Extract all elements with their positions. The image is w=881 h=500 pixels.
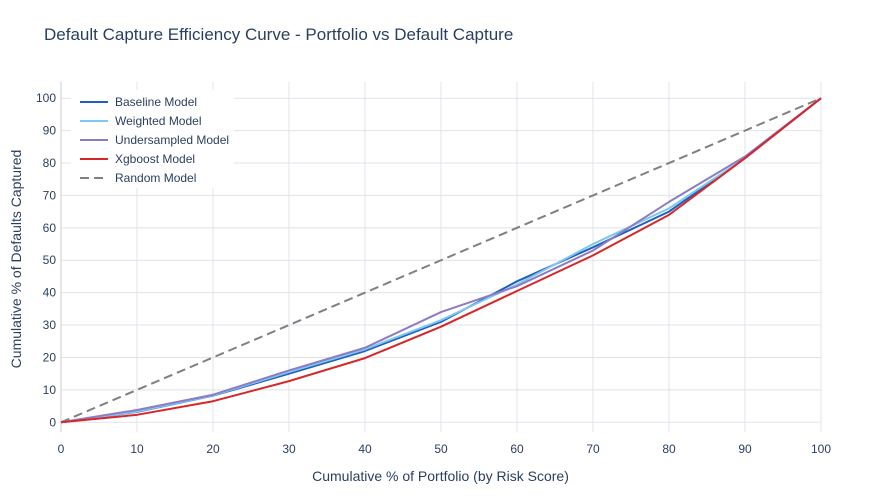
x-tick-label: 90 (738, 442, 752, 456)
y-axis-title: Cumulative % of Defaults Captured (8, 150, 24, 369)
y-tick-label: 40 (43, 286, 57, 300)
legend-entry: Baseline Model (115, 95, 197, 109)
y-tick-label: 20 (43, 350, 57, 364)
x-tick-label: 30 (282, 442, 296, 456)
grid-layer (60, 82, 822, 432)
x-tick-label: 80 (662, 442, 676, 456)
series-line-undersampled-model (60, 97, 822, 424)
y-tick-label: 90 (43, 124, 57, 138)
x-tick-label: 40 (358, 442, 372, 456)
y-tick-label: 50 (43, 253, 57, 267)
legend: Baseline Model Weighted Model Undersampled… (71, 90, 234, 188)
y-tick-label: 30 (43, 318, 57, 332)
legend-entry: Xgboost Model (115, 152, 195, 166)
tick-layer: 0 10 20 30 40 50 60 70 80 90 100 0 10 20 30 40 50 60 70 80 9… (36, 91, 831, 456)
series-line-random-model (60, 97, 822, 424)
y-tick-label: 100 (36, 91, 56, 105)
chart-title: Default Capture Efficiency Curve - Portf… (44, 25, 513, 44)
x-axis-title: Cumulative % of Portfolio (by Risk Score… (312, 468, 569, 484)
y-tick-label: 10 (43, 383, 57, 397)
x-tick-label: 100 (811, 442, 831, 456)
x-tick-label: 50 (434, 442, 448, 456)
y-tick-label: 0 (49, 415, 56, 429)
x-tick-label: 0 (58, 442, 65, 456)
x-tick-label: 70 (586, 442, 600, 456)
legend-entry: Weighted Model (115, 114, 202, 128)
y-tick-label: 60 (43, 221, 57, 235)
series-layer (60, 97, 822, 424)
x-tick-label: 10 (130, 442, 144, 456)
series-line-xgboost-model (60, 97, 822, 424)
y-tick-label: 70 (43, 188, 57, 202)
legend-entry: Random Model (115, 171, 196, 185)
y-tick-label: 80 (43, 156, 57, 170)
x-tick-label: 60 (510, 442, 524, 456)
legend-entry: Undersampled Model (115, 133, 229, 147)
x-tick-label: 20 (206, 442, 220, 456)
